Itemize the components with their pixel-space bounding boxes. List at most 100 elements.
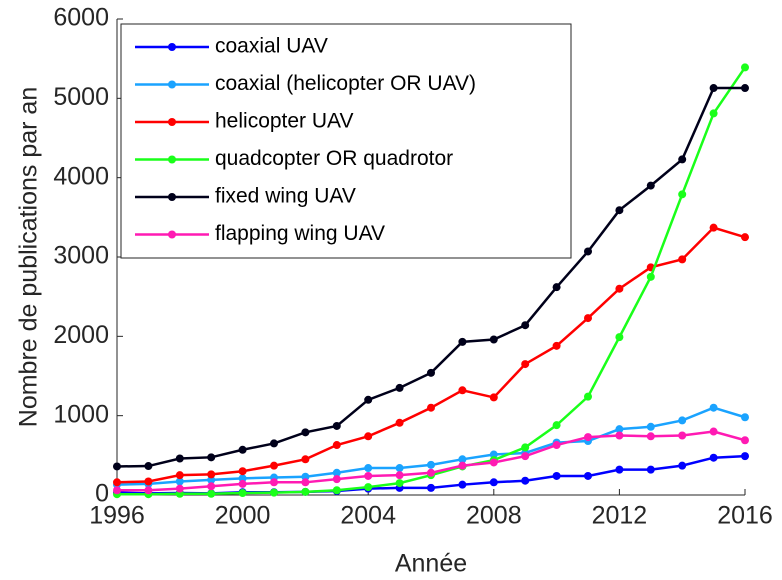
x-tick-label: 2016	[717, 502, 773, 530]
data-point	[458, 480, 467, 489]
legend-label: flapping wing UAV	[215, 222, 385, 245]
data-point	[175, 454, 184, 463]
data-point	[270, 439, 278, 448]
y-axis-label: Nombre de publications par an	[15, 87, 43, 427]
data-point	[709, 403, 718, 412]
data-point	[113, 478, 121, 487]
data-point	[584, 392, 592, 401]
data-point	[552, 341, 561, 350]
data-point	[427, 368, 435, 377]
data-point	[364, 432, 373, 441]
y-tick-label: 4000	[53, 162, 109, 190]
data-point	[646, 181, 655, 190]
legend-marker	[168, 155, 176, 164]
legend-marker	[168, 193, 176, 201]
legend-marker	[168, 230, 176, 239]
data-point	[364, 471, 373, 480]
data-point	[270, 461, 278, 470]
data-point	[615, 333, 624, 342]
data-point	[395, 471, 404, 480]
data-point	[207, 482, 216, 491]
data-point	[741, 63, 749, 72]
data-point	[301, 478, 310, 487]
x-tick-label: 2008	[466, 502, 522, 530]
data-point	[395, 418, 404, 427]
data-point	[395, 479, 404, 488]
data-point	[615, 465, 624, 474]
data-point	[332, 475, 341, 484]
y-tick-label: 2000	[53, 321, 109, 349]
data-point	[489, 450, 498, 459]
data-point	[741, 436, 749, 445]
data-point	[238, 445, 247, 454]
data-point	[144, 462, 153, 471]
x-tick-label: 2000	[215, 502, 271, 530]
data-point	[207, 475, 216, 484]
data-point	[489, 335, 498, 344]
y-tick-label: 3000	[53, 242, 109, 270]
data-point	[238, 479, 247, 488]
data-point	[458, 386, 467, 395]
data-point	[458, 455, 467, 464]
data-point	[489, 458, 498, 467]
data-point	[741, 84, 749, 93]
data-point	[741, 452, 749, 461]
data-point	[238, 467, 247, 476]
legend-marker	[168, 43, 176, 51]
data-point	[521, 360, 530, 369]
data-point	[615, 425, 624, 434]
data-point	[301, 455, 310, 464]
data-point	[113, 462, 121, 471]
data-point	[646, 272, 655, 281]
data-point	[521, 476, 530, 485]
legend-box	[120, 23, 572, 259]
data-point	[270, 488, 278, 497]
data-point	[646, 432, 655, 441]
data-point	[584, 433, 592, 442]
data-point	[678, 416, 687, 425]
data-point	[175, 484, 184, 493]
data-point	[364, 395, 373, 404]
data-point	[521, 452, 530, 461]
data-point	[741, 233, 749, 242]
data-point	[584, 471, 592, 480]
data-point	[207, 489, 216, 498]
data-point	[144, 477, 153, 486]
legend-label: quadcopter OR quadrotor	[215, 147, 453, 170]
data-point	[301, 472, 310, 481]
data-point	[458, 461, 467, 470]
y-tick-label: 0	[95, 480, 109, 508]
data-point	[175, 471, 184, 480]
data-point	[552, 471, 561, 480]
x-axis-label: Année	[395, 550, 467, 578]
data-point	[332, 421, 341, 430]
data-point	[646, 465, 655, 474]
data-point	[301, 428, 310, 437]
legend-marker	[168, 80, 176, 89]
legend-label: fixed wing UAV	[215, 185, 356, 208]
data-point	[458, 337, 467, 346]
y-tick-label: 6000	[53, 4, 109, 32]
y-tick-label: 1000	[53, 400, 109, 428]
legend-label: coaxial (helicopter OR UAV)	[215, 72, 476, 95]
data-point	[615, 431, 624, 440]
data-point	[678, 461, 687, 470]
data-point	[238, 489, 247, 498]
data-point	[175, 477, 184, 486]
data-point	[552, 441, 561, 450]
data-point	[301, 487, 310, 496]
data-point	[364, 464, 373, 473]
data-point	[332, 441, 341, 450]
data-point	[270, 478, 278, 487]
data-point	[332, 468, 341, 477]
x-tick-label: 2012	[592, 502, 648, 530]
data-point	[489, 478, 498, 487]
data-point	[584, 314, 592, 323]
data-point	[615, 206, 624, 215]
data-point	[678, 431, 687, 440]
data-point	[521, 443, 530, 452]
data-point	[615, 284, 624, 293]
data-point	[678, 255, 687, 264]
data-point	[207, 470, 216, 479]
